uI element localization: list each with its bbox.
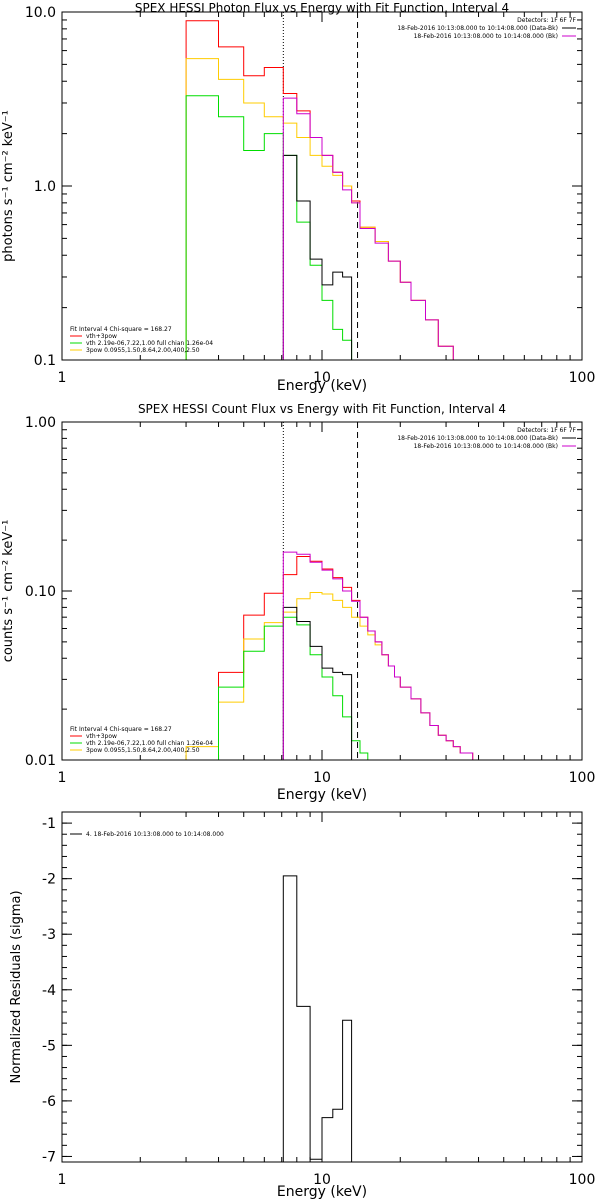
legend-left-entry: Fit Interval 4 Chi-square = 168.27 — [70, 326, 172, 333]
series-3-line — [218, 616, 369, 760]
y-tick-label: 0.10 — [25, 584, 56, 600]
y-tick-label: -5 — [42, 1038, 56, 1054]
y-tick-label: -7 — [42, 1149, 56, 1165]
x-tick-label: 1 — [58, 1172, 67, 1188]
series-2-line — [185, 58, 454, 360]
x-tick-label: 10 — [313, 770, 331, 786]
x-tick-label: 100 — [569, 370, 596, 386]
chart-title: SPEX HESSI Count Flux vs Energy with Fit… — [138, 402, 506, 416]
series-4-line — [282, 606, 360, 760]
legend-left-entry: vth 2.19e-06,7.22,1.00 full chian 1.26e-… — [86, 340, 213, 347]
y-tick-label: 0.01 — [25, 753, 56, 769]
data-series-group — [185, 20, 454, 360]
series-1-line — [218, 556, 479, 760]
y-tick-label: -4 — [42, 983, 56, 999]
y-tick-label: 1.0 — [34, 179, 56, 195]
legend-left-entry: 4. 18-Feb-2016 10:13:08.000 to 10:14:08.… — [86, 831, 224, 838]
x-axis-label: Energy (keV) — [277, 378, 367, 394]
y-tick-label: -3 — [42, 927, 56, 943]
y-tick-label: 0.1 — [34, 353, 56, 369]
legend-right-entry: Detectors: 1F 6F 7F — [517, 17, 576, 24]
series-5-line — [282, 551, 479, 760]
x-axis-label: Energy (keV) — [277, 787, 367, 803]
y-tick-label: -2 — [42, 872, 56, 888]
x-tick-label: 1 — [58, 370, 67, 386]
series-5-line — [282, 97, 454, 360]
y-axis-label: Normalized Residuals (sigma) — [9, 890, 24, 1083]
x-axis-label: Energy (keV) — [277, 1184, 367, 1200]
data-series-group — [185, 551, 479, 760]
y-axis-label: counts s⁻¹ cm⁻² keV⁻¹ — [1, 520, 16, 663]
legend-left-entry: 3pow 0.0955,1.50,8.64,2.00,400,2.50 — [86, 347, 200, 354]
chart-panel-1: SPEX HESSI Photon Flux vs Energy with Fi… — [1, 1, 595, 394]
y-tick-label: -6 — [42, 1094, 56, 1110]
legend-left-entry: 3pow 0.0955,1.50,8.64,2.00,400,2.50 — [86, 747, 200, 754]
legend-left-entry: vth+3pow — [86, 333, 117, 340]
chart-panel-2: SPEX HESSI Count Flux vs Energy with Fit… — [1, 402, 595, 803]
legend-right-entry: 18-Feb-2016 10:13:08.000 to 10:14:08.000… — [397, 25, 558, 32]
y-tick-label: 10.0 — [25, 5, 56, 21]
plot-frame — [61, 811, 583, 1163]
legend-right-entry: Detectors: 1F 6F 7F — [517, 427, 576, 434]
legend-left-entry: vth+3pow — [86, 733, 117, 740]
x-tick-label: 100 — [569, 1172, 596, 1188]
y-axis-label: photons s⁻¹ cm⁻² keV⁻¹ — [1, 110, 16, 262]
chart-panel-3: Energy (keV) Normalized Residuals (sigma)… — [9, 811, 596, 1200]
y-tick-label: 1.00 — [25, 415, 56, 431]
plot-frame — [61, 421, 583, 761]
legend-right-entry: 18-Feb-2016 10:13:08.000 to 10:14:08.000… — [414, 33, 558, 40]
legend-left-entry: Fit Interval 4 Chi-square = 168.27 — [70, 726, 172, 733]
x-tick-label: 10 — [313, 1172, 331, 1188]
series-1-line — [282, 875, 360, 1162]
plot-frame — [61, 11, 583, 361]
x-tick-label: 100 — [569, 770, 596, 786]
y-tick-label: -1 — [42, 816, 56, 832]
x-tick-label: 10 — [313, 370, 331, 386]
series-2-line — [185, 592, 479, 760]
legend-left-entry: vth 2.19e-06,7.22,1.00 full chian 1.26e-… — [86, 740, 213, 747]
series-4-line — [282, 154, 360, 360]
data-series-group — [282, 875, 360, 1162]
series-1-line — [185, 20, 454, 360]
legend-right-entry: 18-Feb-2016 10:13:08.000 to 10:14:08.000… — [397, 435, 558, 442]
legend-right-entry: 18-Feb-2016 10:13:08.000 to 10:14:08.000… — [414, 443, 558, 450]
series-3-line — [185, 95, 368, 360]
x-tick-label: 1 — [58, 770, 67, 786]
